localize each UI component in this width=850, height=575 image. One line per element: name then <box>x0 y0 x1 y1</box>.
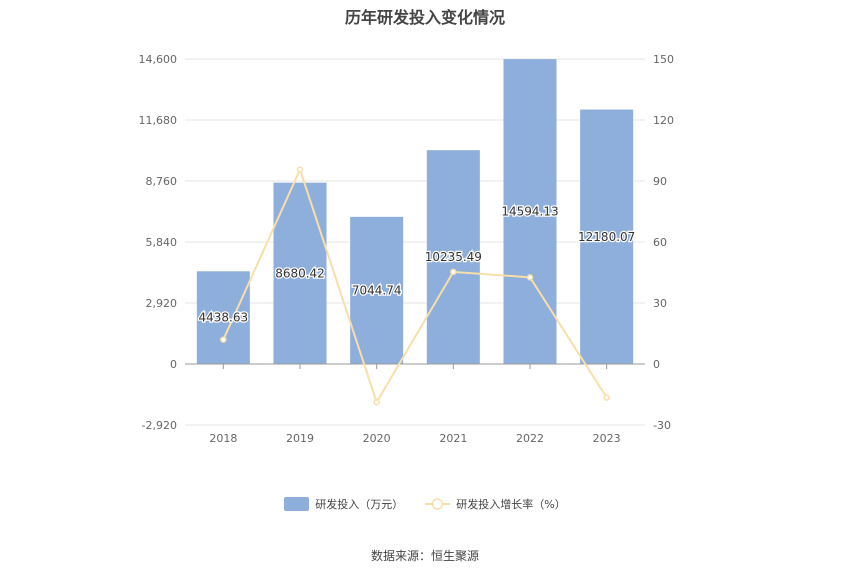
x-tick-label: 2019 <box>286 432 314 445</box>
x-tick-label: 2018 <box>209 432 237 445</box>
y-right-tick-label: 0 <box>653 358 660 371</box>
y-left-tick-label: 0 <box>170 358 177 371</box>
chart-canvas: -2,920 0 2,920 5,840 8,760 11,680 14,600 -30 0 30… <box>139 53 675 445</box>
y-left-tick-label: 11,680 <box>139 114 178 127</box>
bar-value-label: 7044.74 <box>352 283 402 297</box>
bar <box>503 59 557 365</box>
bar <box>273 182 327 364</box>
data-labels: 4438.63 8680.42 7044.74 10235.49 14594.13 121… <box>197 203 636 326</box>
x-tick-label: 2022 <box>516 432 544 445</box>
line-point <box>296 166 304 173</box>
x-tick-label: 2023 <box>593 432 621 445</box>
legend-bar-swatch <box>284 497 310 511</box>
legend-item-line[interactable]: 研发投入增长率（%） <box>425 496 566 512</box>
x-tick-label: 2021 <box>439 432 467 445</box>
x-tick-label: 2020 <box>363 432 391 445</box>
chart-title: 历年研发投入变化情况 <box>344 8 505 27</box>
bar-value-label: 4438.63 <box>199 311 249 325</box>
y-left-tick-label: 14,600 <box>139 53 178 66</box>
bar <box>426 150 480 364</box>
bar <box>580 109 634 364</box>
line-series <box>220 166 610 406</box>
bar <box>196 271 250 364</box>
y-left-tick-label: 2,920 <box>146 297 178 310</box>
legend: 研发投入（万元） 研发投入增长率（%） <box>0 496 850 512</box>
bar-value-label: 12180.07 <box>578 230 635 244</box>
grid <box>185 58 645 426</box>
y-left-tick-label: -2,920 <box>142 419 177 432</box>
bar-value-label: 10235.49 <box>425 250 482 264</box>
line-point <box>373 398 380 406</box>
bar <box>350 216 404 364</box>
growth-line <box>222 166 608 405</box>
data-source: 数据来源：恒生聚源 <box>370 549 479 563</box>
y-right-tick-label: 150 <box>653 53 674 66</box>
y-right-tick-label: 60 <box>653 236 667 249</box>
y-right-tick-label: -30 <box>653 419 671 432</box>
line-point <box>220 336 227 343</box>
line-point <box>450 268 457 276</box>
legend-bar-label: 研发投入（万元） <box>315 498 404 511</box>
legend-line-swatch <box>425 498 451 510</box>
line-point <box>526 274 534 281</box>
axes: -2,920 0 2,920 5,840 8,760 11,680 14,600 -30 0 30… <box>139 53 675 445</box>
legend-line-label: 研发投入增长率（%） <box>456 498 566 511</box>
y-left-tick-label: 5,840 <box>146 236 178 249</box>
y-left-tick-label: 8,760 <box>146 175 178 188</box>
legend-item-bar[interactable]: 研发投入（万元） <box>284 496 403 512</box>
line-point <box>603 394 610 401</box>
y-right-tick-label: 30 <box>653 297 667 310</box>
bar-series <box>196 59 634 365</box>
y-right-tick-label: 90 <box>653 175 667 188</box>
y-right-tick-label: 120 <box>653 114 674 127</box>
bar-value-label: 8680.42 <box>275 266 325 280</box>
bar-value-label: 14594.13 <box>501 205 558 219</box>
